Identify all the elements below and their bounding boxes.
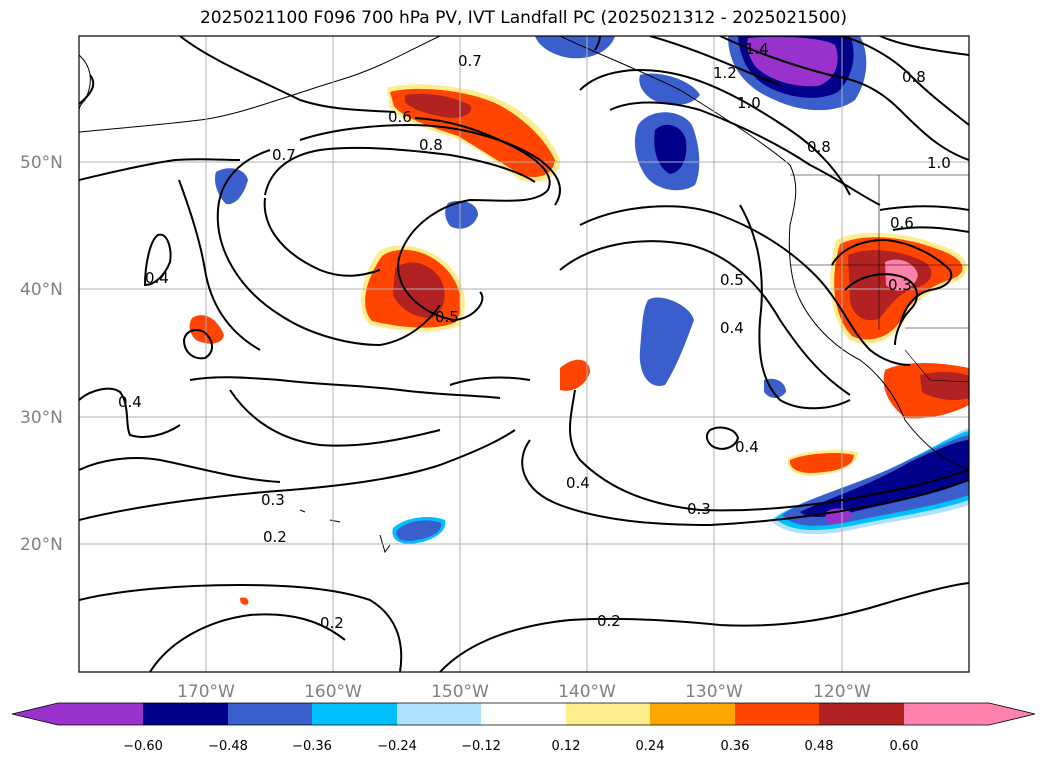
map-content (79, 36, 969, 672)
colorbar-tick-label: −0.60 (123, 739, 163, 754)
contour-label: 0.6 (890, 214, 914, 232)
colorbar-tick-label: 0.12 (552, 739, 581, 754)
lon-label: 140°W (558, 682, 616, 702)
colorbar-cells (58, 703, 989, 725)
contour-label: 0.7 (458, 52, 482, 70)
contour-label: 1.4 (745, 40, 769, 58)
contour-label: 1.0 (927, 154, 951, 172)
colorbar-cell (481, 703, 566, 725)
lon-label: 150°W (431, 682, 489, 702)
colorbar-ticks: −0.60 −0.48 −0.36 −0.24 −0.12 0.12 0.24 … (123, 739, 918, 754)
lon-label: 160°W (304, 682, 362, 702)
contour-label: 0.2 (597, 612, 621, 630)
contour-label: 1.0 (737, 94, 761, 112)
colorbar-tick-label: −0.12 (461, 739, 501, 754)
contour-label: 0.3 (687, 500, 711, 518)
colorbar-tick-label: −0.24 (377, 739, 417, 754)
colorbar-extend-right (989, 703, 1035, 725)
lat-label: 50°N (20, 153, 63, 173)
lat-label: 20°N (20, 535, 63, 555)
contour-label: 0.4 (735, 438, 759, 456)
coastlines (79, 36, 969, 554)
lat-label: 30°N (20, 408, 63, 428)
colorbar-cell (904, 703, 989, 725)
contour-label: 0.6 (388, 108, 412, 126)
contour-label: 0.4 (145, 269, 169, 287)
lon-label: 170°W (177, 682, 235, 702)
contour-label: 0.8 (807, 138, 831, 156)
colorbar-tick-label: 0.36 (721, 739, 750, 754)
contour-label: 0.8 (902, 68, 926, 86)
lon-label: 120°W (813, 682, 871, 702)
colorbar-tick-label: 0.60 (890, 739, 919, 754)
colorbar-cell (143, 703, 228, 725)
lon-label: 130°W (685, 682, 743, 702)
colorbar-cell (228, 703, 312, 725)
colorbar-cell (650, 703, 735, 725)
colorbar-cell (819, 703, 904, 725)
latitude-labels: 50°N 40°N 30°N 20°N (20, 153, 63, 555)
contour-label: 1.2 (713, 64, 737, 82)
contour-label: 0.5 (435, 308, 459, 326)
map-frame (78, 35, 970, 673)
contour-label: 0.4 (720, 319, 744, 337)
contour-label: 0.4 (118, 393, 142, 411)
map-title: 2025021100 F096 700 hPa PV, IVT Landfall… (199, 8, 847, 28)
colorbar-cell (312, 703, 397, 725)
contour-label: 0.2 (263, 528, 287, 546)
contour-label: 0.8 (419, 136, 443, 154)
colorbar: −0.60 −0.48 −0.36 −0.24 −0.12 0.12 0.24 … (11, 702, 1036, 754)
graticule (79, 36, 969, 672)
pv-contours (79, 36, 969, 672)
colorbar-tick-label: 0.48 (805, 739, 834, 754)
contour-label: 0.5 (720, 271, 744, 289)
negative-anomaly-patches (215, 36, 969, 544)
colorbar-extend-left (12, 703, 58, 725)
colorbar-cell (735, 703, 819, 725)
colorbar-cell (397, 703, 481, 725)
contour-label: 0.2 (320, 614, 344, 632)
colorbar-tick-label: −0.36 (292, 739, 332, 754)
colorbar-cell (58, 703, 143, 725)
contour-label: 0.4 (566, 474, 590, 492)
longitude-labels: 170°W 160°W 150°W 140°W 130°W 120°W (177, 682, 871, 702)
contour-label: 0.3 (261, 491, 285, 509)
contour-label: 0.3 (888, 276, 912, 294)
lat-label: 40°N (20, 280, 63, 300)
contour-label: 0.7 (272, 146, 296, 164)
contour-labels: 0.7 0.6 0.8 0.7 1.4 1.2 1.0 0.8 0.8 1.0 … (118, 40, 951, 632)
colorbar-tick-label: 0.24 (636, 739, 665, 754)
colorbar-tick-label: −0.48 (208, 739, 248, 754)
colorbar-cell (566, 703, 650, 725)
